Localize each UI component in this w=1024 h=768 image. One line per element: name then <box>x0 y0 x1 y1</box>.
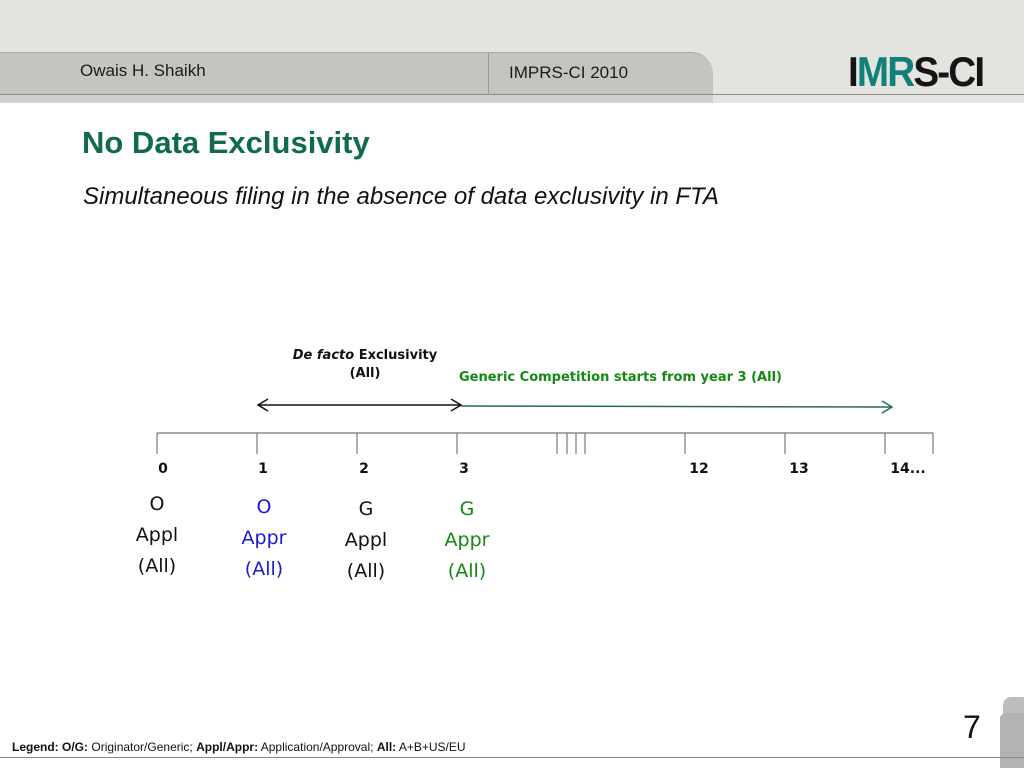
event-scope: (All) <box>244 558 284 580</box>
event-scope: (All) <box>447 560 487 582</box>
header-tab-separator <box>488 53 489 95</box>
event-action: Appr <box>241 527 287 549</box>
event-scope: (All) <box>137 555 177 577</box>
event-party: G <box>459 498 475 520</box>
event-originator-approval: O Appr (All) <box>224 492 304 585</box>
legend: Legend: O/G: Originator/Generic; Appl/Ap… <box>12 740 466 754</box>
exclusivity-label-scope: (All) <box>349 366 381 381</box>
event-generic-application: G Appl (All) <box>326 494 406 587</box>
legend-value: Application/Approval; <box>260 740 374 754</box>
header-divider-line <box>0 94 1024 95</box>
generic-competition-arrow <box>460 400 894 414</box>
event-party: O <box>149 493 165 515</box>
legend-prefix: Legend: <box>12 740 59 754</box>
timeline-axis <box>156 432 934 454</box>
header-tab-base <box>0 95 713 103</box>
slide-subtitle: Simultaneous filing in the absence of da… <box>83 183 719 210</box>
event-party: O <box>256 496 272 518</box>
tick-label: 12 <box>689 461 709 477</box>
tick-label: 1 <box>258 461 268 477</box>
exclusivity-arrow <box>256 398 463 412</box>
legend-value: A+B+US/EU <box>398 740 466 754</box>
logo-part-teal: R <box>887 48 915 95</box>
generic-competition-label: Generic Competition starts from year 3 (… <box>459 370 782 385</box>
legend-key: Appl/Appr: <box>196 740 259 754</box>
legend-key: O/G: <box>62 740 89 754</box>
tick-label: 0 <box>158 461 168 477</box>
slide-title: No Data Exclusivity <box>82 125 370 160</box>
corner-tab-decoration <box>1000 713 1024 768</box>
page-number: 7 <box>963 709 981 745</box>
logo-part: S-CI <box>913 48 985 95</box>
event-action: Appl <box>135 524 179 546</box>
tick-label: 13 <box>789 461 809 477</box>
legend-key: All: <box>376 740 397 754</box>
tick-label: 2 <box>359 461 369 477</box>
event-action: Appr <box>444 529 490 551</box>
legend-value: Originator/Generic; <box>91 740 193 754</box>
event-party: G <box>358 498 374 520</box>
event-action: Appl <box>344 529 388 551</box>
logo-part: I <box>848 48 859 95</box>
exclusivity-label: De facto Exclusivity (All) <box>290 347 440 383</box>
tick-label: 14... <box>890 461 926 477</box>
logo-part-teal: M <box>856 48 889 95</box>
author-name: Owais H. Shaikh <box>80 61 206 80</box>
exclusivity-label-italic: De facto <box>292 348 355 363</box>
event-originator-application: O Appl (All) <box>117 489 197 582</box>
footer-divider-line <box>0 757 1024 758</box>
imprs-ci-logo: IMRS-CI <box>848 48 985 96</box>
event-scope: (All) <box>346 560 386 582</box>
exclusivity-label-text: Exclusivity <box>354 348 438 363</box>
event-generic-approval: G Appr (All) <box>427 494 507 587</box>
tick-label: 3 <box>459 461 469 477</box>
conference-name: IMPRS-CI 2010 <box>509 63 629 82</box>
